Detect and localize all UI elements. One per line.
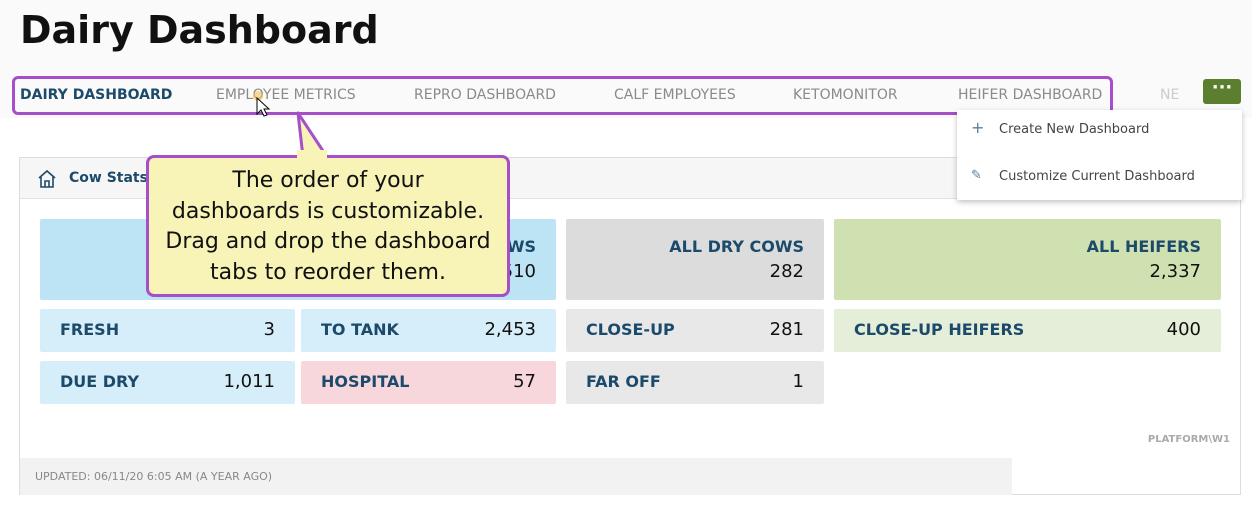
callout-line: tabs to reorder them.: [210, 259, 446, 285]
highlight-box: [12, 76, 1113, 115]
menu-item[interactable]: Customize Current Dashboard: [999, 169, 1195, 184]
tile-value: 400: [1166, 319, 1201, 340]
callout-line: Drag and drop the dashboard: [165, 229, 491, 254]
tile[interactable]: CLOSE-UP HEIFERS 400: [834, 309, 1221, 352]
tab[interactable]: REPRO DASHBOARD: [414, 87, 556, 103]
tab[interactable]: DAIRY DASHBOARD: [20, 87, 173, 103]
tile-label: FRESH: [60, 320, 120, 339]
tile[interactable]: DUE DRY 1,011: [40, 361, 295, 404]
tile-label: DUE DRY: [60, 372, 140, 391]
tile-value: 281: [769, 319, 804, 340]
platform-label: PLATFORM\W1: [1147, 434, 1230, 445]
tile-value: 1,011: [223, 371, 275, 392]
callout-line: The order of your: [232, 168, 424, 193]
page-title: Dairy Dashboard: [20, 8, 379, 52]
tile-label: CLOSE-UP: [586, 320, 675, 339]
tile[interactable]: HOSPITAL 57: [301, 361, 556, 404]
tile-label: HOSPITAL: [321, 372, 410, 391]
tile[interactable]: FRESH 3: [40, 309, 295, 352]
updated-text: UPDATED: 06/11/20 6:05 AM (A YEAR AGO): [35, 470, 273, 483]
more-button[interactable]: ···: [1203, 79, 1241, 104]
top-bar: [0, 0, 1252, 118]
tile[interactable]: CLOSE-UP 281: [566, 309, 824, 352]
tab[interactable]: KETOMONITOR: [793, 87, 898, 103]
tile-label: FAR OFF: [586, 372, 661, 391]
panel-title: Cow Stats: [69, 170, 148, 186]
tab[interactable]: HEIFER DASHBOARD: [958, 87, 1103, 103]
tile[interactable]: ALL HEIFERS 2,337: [834, 219, 1221, 300]
tile-value: 1: [792, 371, 804, 392]
tile-label: WS: [506, 237, 536, 256]
callout-joint: [297, 150, 327, 158]
tile-label: ALL HEIFERS: [1086, 237, 1201, 256]
tile-label: CLOSE-UP HEIFERS: [854, 320, 1025, 339]
callout: The order of your dashboards is customiz…: [146, 155, 510, 297]
callout-line: dashboards is customizable.: [171, 198, 485, 224]
tile[interactable]: TO TANK 2,453: [301, 309, 556, 352]
tile-value: 57: [513, 371, 536, 392]
tab[interactable]: EMPLOYEE METRICS: [216, 87, 356, 103]
tile-label: ALL DRY COWS: [669, 237, 804, 256]
plus-icon: +: [971, 118, 985, 137]
tile[interactable]: ALL DRY COWS 282: [566, 219, 824, 300]
pencil-icon: ✎: [971, 168, 982, 183]
panel-footer: [20, 458, 1012, 495]
tile-label: TO TANK: [321, 320, 399, 339]
home-icon: [38, 169, 56, 188]
menu-item[interactable]: Create New Dashboard: [999, 122, 1150, 137]
tab[interactable]: CALF EMPLOYEES: [614, 87, 736, 103]
tile[interactable]: FAR OFF 1: [566, 361, 824, 404]
tab[interactable]: NE: [1160, 87, 1180, 103]
tile-value: 282: [769, 261, 804, 282]
tile-value: 2,453: [484, 319, 536, 340]
dropdown-menu: + Create New Dashboard ✎ Customize Curre…: [957, 110, 1242, 200]
tile-value: 510: [501, 261, 536, 282]
tile-value: 3: [263, 319, 275, 340]
tile-value: 2,337: [1149, 261, 1201, 282]
